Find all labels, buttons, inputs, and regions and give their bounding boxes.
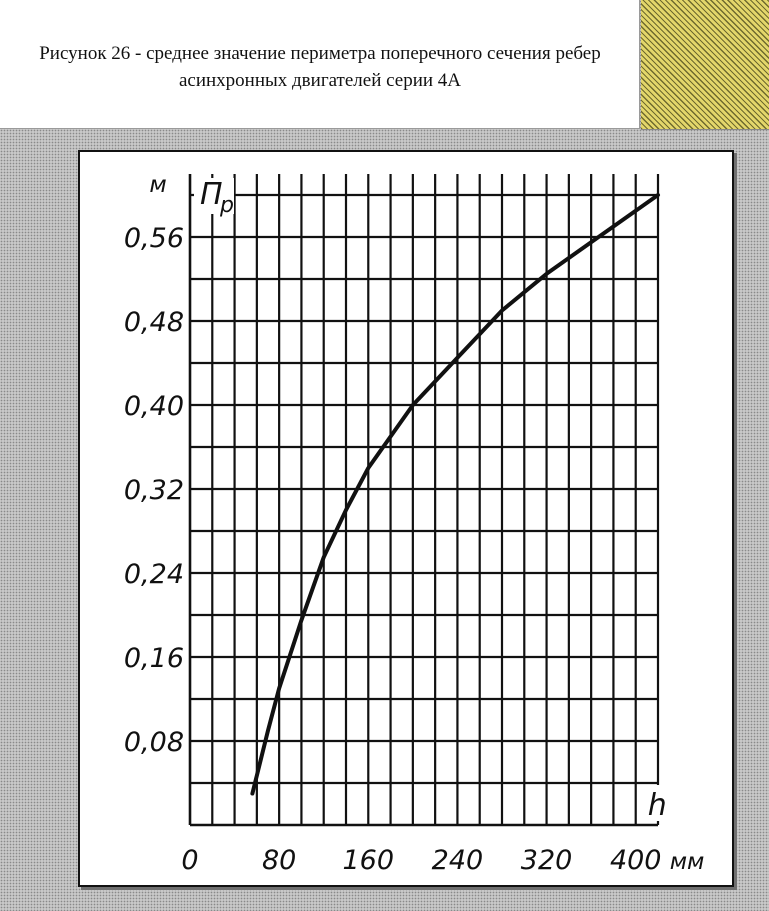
x-tick-label: 240 xyxy=(432,845,484,876)
x-axis-name-bg xyxy=(641,785,674,821)
corner-pattern xyxy=(641,0,769,130)
y-tick-label: 0,40 xyxy=(124,391,184,422)
y-tick-label: 0,56 xyxy=(124,223,184,254)
y-axis-name-bg xyxy=(194,178,234,214)
y-axis-name: П xyxy=(200,177,223,212)
x-unit-label: мм xyxy=(670,849,705,875)
y-tick-label: 0,24 xyxy=(124,559,184,590)
y-tick-label: 0,32 xyxy=(124,475,184,506)
y-unit-label: м xyxy=(149,172,166,198)
data-curve xyxy=(250,193,660,796)
x-axis-name: h xyxy=(648,788,667,823)
y-axis-name-subscript: р xyxy=(219,193,234,218)
figure-frame: 0,08 0,16 0,24 0,32 0,40 0,48 0,56 0 80 160 240 320… xyxy=(78,150,734,887)
x-tick-label: 160 xyxy=(343,845,395,876)
x-tick-label: 80 xyxy=(262,845,296,876)
x-tick-label: 0 xyxy=(181,845,198,876)
chart: 0,08 0,16 0,24 0,32 0,40 0,48 0,56 0 80 160 240 320… xyxy=(124,172,705,876)
x-tick-label: 320 xyxy=(521,845,573,876)
caption-box: Рисунок 26 - среднее значение периметра … xyxy=(0,0,640,129)
caption-line-1: Рисунок 26 - среднее значение периметра … xyxy=(39,43,601,64)
y-tick-label: 0,48 xyxy=(124,307,184,338)
caption-line-2: асинхронных двигателей серии 4А xyxy=(178,70,462,91)
x-tick-label: 400 xyxy=(610,845,662,876)
figure-caption: Рисунок 26 - среднее значение периметра … xyxy=(6,40,634,94)
y-tick-label: 0,08 xyxy=(124,727,184,758)
y-tick-label: 0,16 xyxy=(124,643,184,674)
